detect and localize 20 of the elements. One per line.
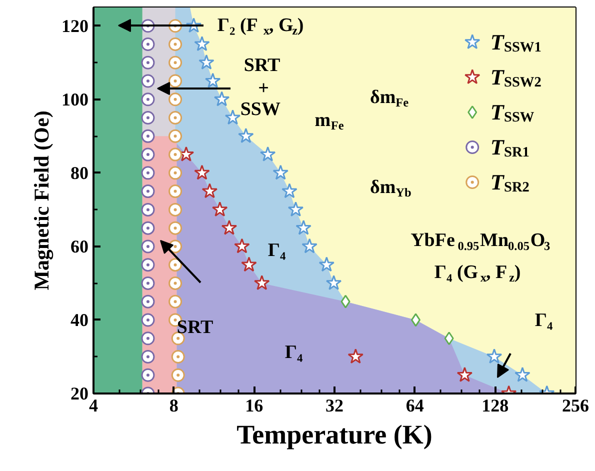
x-axis-title: Temperature (K) [236,420,432,450]
annotation: SRT + SSW [240,55,281,120]
x-tick-label: 32 [326,396,344,416]
x-tick-label: 128 [482,396,509,416]
x-tick-label: 4 [89,396,98,416]
x-tick-label: 64 [406,396,424,416]
x-tick-label: 16 [245,396,264,416]
annotation: Γ₄ [268,240,286,261]
y-tick-label: 100 [62,89,88,110]
x-tick-label: 256 [562,396,589,416]
annotation: Γ₄ [534,310,553,331]
y-tick-label: 120 [62,16,88,36]
annotation: Γ₄ [284,342,303,363]
x-tick-label: 8 [169,396,178,416]
y-tick-label: 40 [70,310,88,330]
y-tick-label: 80 [70,162,88,183]
y-tick-label: 60 [70,236,88,256]
y-tick-label: 20 [70,384,88,404]
annotation: SRT [176,317,214,338]
y-axis-title: Magnetic Field (Oe) [30,110,54,290]
